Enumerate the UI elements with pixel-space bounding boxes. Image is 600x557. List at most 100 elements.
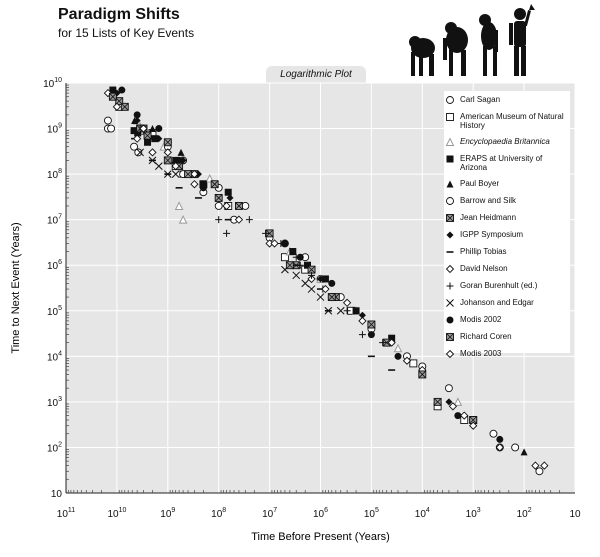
x-tick-label: 1010 (107, 507, 126, 520)
data-point-richard-coren (469, 416, 478, 424)
data-point-barrow-and-silk (214, 202, 223, 210)
legend-label: Modis 2002 (460, 315, 502, 324)
data-point-jean-heidmann (210, 180, 219, 189)
legend-item-paul-boyer: Paul Boyer (444, 179, 568, 189)
legend-label: Jean Heidmann (460, 213, 517, 222)
legend-label: Encyclopaedia Britannica (460, 137, 550, 146)
legend-label: American Museum of Natural History (460, 112, 564, 130)
y-tick-label: 105 (47, 305, 62, 318)
data-point-eraps-at-university-of-arizona (388, 334, 396, 342)
data-point-encyclopaedia-britannica (178, 215, 188, 224)
data-point-david-nelson (148, 148, 157, 157)
legend-item-american-museum-of-natural-history: American Museum of Natural History (444, 112, 568, 130)
legend-item-eraps-at-university-of-arizona: ERAPS at University of Arizona (444, 154, 568, 172)
legend-swatch (445, 137, 455, 146)
legend-swatch (446, 282, 454, 290)
legend-swatch (445, 349, 455, 359)
legend-item-david-nelson: David Nelson (444, 264, 568, 274)
legend-item-encyclopaedia-britannica: Encyclopaedia Britannica (444, 137, 568, 147)
legend-marker-modis-2002 (446, 316, 454, 324)
y-tick-label: 1010 (43, 77, 62, 90)
legend-item-barrow-and-silk: Barrow and Silk (444, 196, 568, 206)
x-tick-label: 1011 (57, 507, 75, 520)
data-point-modis-2002 (133, 111, 141, 119)
data-point-modis-2003 (222, 201, 231, 211)
legend-label: Johanson and Edgar (460, 298, 534, 307)
data-point-modis-2002 (454, 412, 462, 420)
data-point-johanson-and-edgar (163, 170, 172, 178)
legend-marker-igpp-symposium (446, 231, 454, 239)
data-point-goran-burenhult-ed (343, 307, 351, 315)
data-point-goran-burenhult-ed (379, 339, 387, 347)
legend-swatch (446, 180, 454, 188)
data-point-barrow-and-silk (103, 116, 112, 125)
data-point-david-nelson (495, 443, 504, 452)
legend-swatch (446, 155, 454, 163)
data-point-paul-boyer (520, 448, 528, 456)
data-point-modis-2003 (540, 461, 549, 470)
data-point-modis-2003 (112, 102, 122, 111)
data-point-american-museum-of-natural-history (409, 359, 418, 368)
data-point-encyclopaedia-britannica (393, 343, 403, 353)
legend-label: Goran Burenhult (ed.) (460, 281, 538, 290)
data-point-modis-2003 (469, 421, 478, 430)
legend-marker-modis-2003 (445, 349, 455, 359)
data-point-eraps-at-university-of-arizona (151, 135, 159, 143)
data-point-modis-2003 (448, 402, 458, 411)
x-axis-label: Time Before Present (Years) (251, 531, 390, 543)
data-point-johanson-and-edgar (316, 293, 325, 301)
data-point-paul-boyer (177, 148, 185, 156)
data-point-johanson-and-edgar (154, 162, 163, 170)
data-point-jean-heidmann (433, 397, 442, 406)
x-tick-label: 104 (415, 507, 430, 520)
legend-marker-eraps-at-university-of-arizona (446, 155, 454, 163)
legend-marker-phillip-tobias (446, 251, 454, 253)
data-point-modis-2003 (163, 148, 172, 157)
data-point-goran-burenhult-ed (296, 261, 304, 269)
legend-item-johanson-and-edgar: Johanson and Edgar (444, 298, 568, 308)
data-point-david-nelson (190, 180, 199, 189)
data-point-goran-burenhult-ed (223, 229, 231, 237)
x-tick-label: 102 (517, 507, 532, 520)
data-point-paul-boyer (148, 125, 156, 133)
data-point-david-nelson (531, 461, 540, 470)
legend-swatch (446, 197, 454, 205)
legend-marker-johanson-and-edgar (446, 299, 454, 307)
data-point-barrow-and-silk (444, 384, 453, 393)
data-point-david-nelson (307, 274, 316, 284)
legend-swatch (446, 299, 454, 307)
x-tick-label: 109 (160, 507, 175, 520)
legend-label: Phillip Tobias (460, 247, 507, 256)
data-point-modis-2002 (328, 279, 336, 287)
y-tick-label: 102 (47, 441, 62, 454)
legend-marker-jean-heidmann (446, 214, 454, 222)
legend-marker-goran-burenhult-ed (446, 282, 454, 290)
data-point-eraps-at-university-of-arizona (109, 86, 117, 94)
data-point-david-nelson (171, 161, 180, 171)
data-point-igpp-symposium (317, 275, 324, 283)
data-point-carl-sagan (130, 142, 139, 151)
legend-item-carl-sagan: Carl Sagan (444, 95, 568, 105)
data-point-modis-2003 (358, 316, 367, 326)
y-tick-label: 104 (47, 350, 62, 363)
legend-label: Carl Sagan (460, 95, 501, 104)
y-tick-label: 108 (47, 168, 62, 181)
data-point-modis-2002 (175, 156, 183, 164)
data-point-modis-2002 (118, 86, 126, 94)
data-point-modis-2002 (281, 239, 289, 247)
x-tick-label: 10 (569, 509, 581, 520)
data-point-modis-2002 (199, 184, 207, 192)
y-tick-label: 107 (47, 214, 62, 227)
x-tick-label: 106 (313, 507, 328, 520)
legend-marker-paul-boyer (446, 180, 454, 188)
data-point-david-nelson (133, 134, 142, 143)
data-point-david-nelson (342, 298, 352, 307)
legend-item-modis-2003: Modis 2003 (444, 349, 568, 359)
data-point-richard-coren (163, 138, 172, 147)
x-tick-label: 103 (466, 507, 481, 520)
data-point-modis-2003 (139, 124, 148, 133)
y-tick-label: 103 (47, 396, 62, 409)
data-point-jean-heidmann (115, 97, 124, 106)
data-point-eraps-at-university-of-arizona (289, 248, 297, 256)
data-point-eraps-at-university-of-arizona (130, 127, 138, 135)
